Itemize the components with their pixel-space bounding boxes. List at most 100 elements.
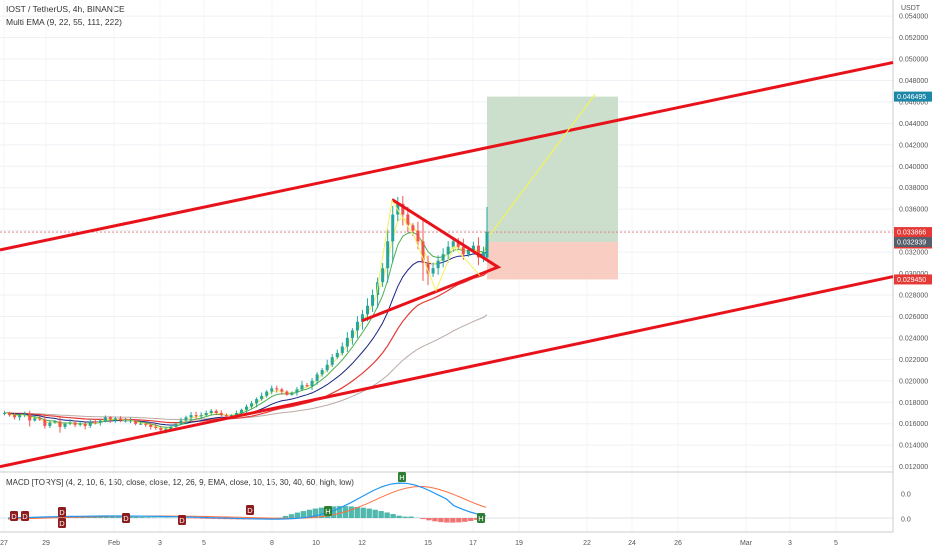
signal-marker (10, 511, 18, 521)
candle-body (199, 415, 203, 417)
price-tick-label: 0.018000 (899, 400, 928, 407)
price-tick-label: 0.026000 (899, 314, 928, 321)
candle-body (360, 314, 364, 322)
signal-marker-label: D (247, 506, 253, 515)
signal-marker (58, 518, 66, 528)
macd-histogram-bar (312, 508, 319, 518)
signal-marker (477, 513, 485, 523)
time-tick-label: 26 (674, 540, 682, 547)
macd-histogram-bar (420, 518, 426, 520)
price-tick-label: 0.014000 (899, 443, 928, 450)
macd-histogram-bar (294, 512, 301, 518)
candle-body (401, 203, 405, 215)
macd-histogram-bar (432, 518, 438, 522)
time-tick-label: 3 (158, 540, 162, 547)
candle-body (23, 414, 27, 416)
price-tag (894, 237, 932, 248)
candle-body (144, 423, 148, 425)
multi-ema-legend: Multi EMA (9, 22, 55, 111, 222) (6, 17, 122, 27)
candle-body (320, 370, 324, 375)
price-tag-label: 0.029450 (897, 277, 926, 284)
price-tag (894, 274, 932, 285)
macd-histogram-bar (139, 517, 145, 518)
time-tick-label: 27 (0, 540, 8, 547)
price-tick-label: 0.044000 (899, 121, 928, 128)
price-tick-label: 0.032000 (899, 250, 928, 257)
macd-histogram-bar (282, 515, 289, 518)
signal-marker-label: D (179, 516, 185, 525)
candle-body (219, 413, 223, 416)
macd-histogram-bar (193, 518, 199, 519)
macd-histogram-bar (91, 516, 98, 518)
candle-body (471, 245, 475, 250)
price-tick-label: 0.042000 (899, 142, 928, 149)
candle-body (285, 391, 289, 395)
time-tick-label: 29 (42, 540, 50, 547)
candle-body (3, 413, 7, 414)
candle-body (260, 395, 264, 400)
candlestick-series (3, 195, 489, 434)
price-tick-label: 0.020000 (899, 378, 928, 385)
candle-body (18, 415, 22, 418)
time-tick-label: 5 (202, 540, 206, 547)
candle-body (461, 246, 465, 255)
candle-body (325, 364, 329, 371)
signal-marker-label: D (59, 519, 65, 528)
candle-body (224, 415, 228, 417)
candle-body (275, 388, 279, 390)
macd-histogram-bar (145, 517, 151, 518)
macd-histogram-bar (390, 514, 396, 518)
macd-histogram-bar (360, 507, 366, 518)
candle-body (245, 406, 249, 410)
candle-body (250, 403, 254, 407)
candle-body (139, 423, 143, 425)
macd-histogram-bar (450, 518, 456, 523)
macd-line (7, 482, 487, 520)
candle-body (174, 423, 178, 427)
candle-body (239, 409, 243, 413)
candle-body (214, 410, 218, 413)
candle-body (38, 418, 42, 420)
signal-marker (246, 505, 254, 515)
price-tick-label: 0.040000 (899, 164, 928, 171)
time-tick-label: 24 (628, 540, 636, 547)
macd-histogram-bar (366, 508, 372, 518)
macd-histogram-bar (300, 511, 307, 518)
candle-body (265, 391, 269, 396)
candle-body (386, 241, 390, 269)
candle-body (209, 410, 213, 413)
price-tick-label: 0.038000 (899, 185, 928, 192)
time-tick-label: 5 (834, 540, 838, 547)
price-tick-label: 0.054000 (899, 14, 928, 21)
macd-histogram-bar (384, 512, 390, 518)
time-tick-label: 12 (358, 540, 366, 547)
macd-histogram-bar (306, 509, 313, 518)
candle-body (159, 428, 163, 431)
wave-path (375, 199, 481, 298)
price-tick-label: 0.048000 (899, 78, 928, 85)
macd-tick-label: 0.0 (901, 517, 911, 524)
macd-histogram-bar (438, 518, 444, 523)
time-tick-label: Feb (108, 540, 120, 547)
macd-histogram-bar (402, 516, 408, 518)
candle-body (446, 246, 450, 255)
time-tick-label: 3 (788, 540, 792, 547)
time-tick-label: 22 (583, 540, 591, 547)
candle-body (48, 422, 52, 426)
candle-body (103, 417, 107, 421)
signal-marker-label: D (123, 514, 129, 523)
candle-body (391, 214, 395, 242)
candle-body (169, 426, 173, 430)
candle-body (305, 385, 309, 387)
macd-histogram-bar (426, 518, 432, 521)
candle-body (88, 421, 92, 426)
candle-body (58, 421, 62, 427)
price-tag (894, 91, 932, 102)
candle-body (431, 268, 435, 274)
candle-body (28, 414, 32, 421)
candle-body (73, 422, 77, 425)
candle-body (194, 415, 198, 417)
price-tag-label: 0.032939 (897, 240, 926, 247)
ema22-line (4, 231, 488, 428)
